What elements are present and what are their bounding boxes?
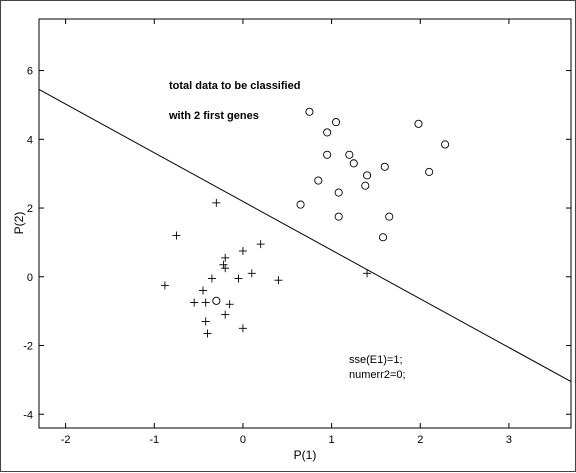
circle-point bbox=[323, 150, 332, 159]
plus-point bbox=[207, 274, 216, 283]
plus-point bbox=[160, 281, 169, 290]
circle-point bbox=[349, 159, 358, 168]
plus-point bbox=[221, 253, 230, 262]
axes-box bbox=[38, 18, 572, 429]
plus-point bbox=[190, 298, 199, 307]
x-axis-label: P(1) bbox=[294, 448, 317, 462]
plus-point bbox=[274, 276, 283, 285]
title-line-2: with 2 first genes bbox=[168, 110, 259, 122]
annotation-numerr: numerr2=0; bbox=[349, 369, 406, 381]
circle-point bbox=[425, 167, 434, 176]
plus-point bbox=[247, 269, 256, 278]
plus-point bbox=[238, 324, 247, 333]
y-tick-label: 6 bbox=[27, 66, 33, 78]
circle-point bbox=[385, 212, 394, 221]
y-axis-label: P(2) bbox=[12, 212, 26, 235]
x-tick-label: 3 bbox=[506, 434, 512, 446]
circle-point bbox=[212, 296, 221, 305]
circle-point bbox=[345, 150, 354, 159]
decision-boundary-line bbox=[38, 89, 572, 383]
circle-point bbox=[323, 128, 332, 137]
circle-point bbox=[305, 107, 314, 116]
circle-point bbox=[414, 119, 423, 128]
y-tick-label: -4 bbox=[23, 409, 33, 421]
plus-point bbox=[256, 240, 265, 249]
x-tick-label: 0 bbox=[240, 434, 246, 446]
circle-point bbox=[378, 233, 388, 242]
plus-point bbox=[203, 329, 212, 338]
plus-point bbox=[212, 198, 221, 207]
plus-point bbox=[221, 264, 230, 273]
circle-point bbox=[380, 162, 389, 171]
plus-point bbox=[234, 274, 243, 283]
plus-point bbox=[201, 298, 210, 307]
y-tick-label: 2 bbox=[27, 203, 33, 215]
circle-point bbox=[334, 188, 343, 197]
circle-point bbox=[441, 140, 450, 149]
y-tick-label: 4 bbox=[27, 134, 33, 146]
plus-point bbox=[221, 310, 230, 319]
plus-point bbox=[219, 260, 228, 269]
plus-point bbox=[225, 300, 234, 309]
circle-point bbox=[363, 171, 372, 180]
x-tick-label: -1 bbox=[149, 434, 159, 446]
circle-point bbox=[331, 118, 341, 127]
circle-point bbox=[334, 212, 343, 221]
x-tick-label: 2 bbox=[417, 434, 423, 446]
plus-point bbox=[238, 246, 247, 255]
plus-point bbox=[199, 286, 208, 295]
circle-point bbox=[361, 181, 370, 190]
plus-point bbox=[363, 269, 372, 278]
data-points bbox=[160, 107, 450, 338]
circle-point bbox=[314, 176, 323, 185]
circle-point bbox=[296, 200, 305, 209]
annotation-sse: sse(E1)=1; bbox=[349, 354, 403, 366]
plus-point bbox=[172, 231, 181, 240]
x-tick-label: 1 bbox=[329, 434, 335, 446]
plus-point bbox=[201, 317, 210, 326]
title-line-1: total data to be classified bbox=[169, 80, 300, 92]
ticks: -2 -1 0 1 2 3 -4 -2 0 2 4 6 bbox=[23, 19, 571, 446]
x-tick-label: -2 bbox=[61, 434, 71, 446]
y-tick-label: -2 bbox=[23, 341, 33, 353]
y-tick-label: 0 bbox=[27, 272, 33, 284]
